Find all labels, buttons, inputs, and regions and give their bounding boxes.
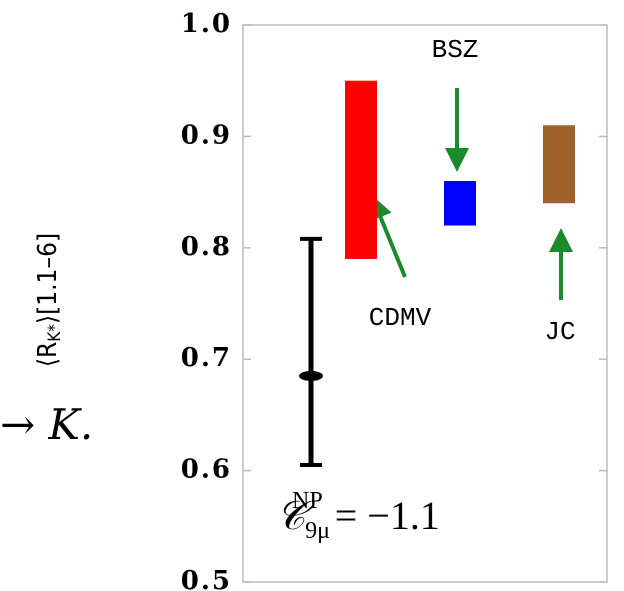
y-label-sub: K* xyxy=(45,324,65,342)
y-tick-label: 0.9 xyxy=(181,120,232,150)
annotation-rhs: = −1.1 xyxy=(335,493,440,538)
arrow xyxy=(369,194,407,278)
y-tick-label: 1.0 xyxy=(181,9,232,39)
y-label-main: ⟨R xyxy=(33,342,63,367)
range-bar xyxy=(444,180,476,226)
y-tick-label: 0.6 xyxy=(181,455,232,485)
point xyxy=(299,370,323,381)
plot-frame xyxy=(242,24,608,583)
y-axis-label: ⟨RK*⟩[1.1–6] xyxy=(33,233,66,367)
y-tick-label: 0.8 xyxy=(181,232,232,262)
category-label: JC xyxy=(544,317,575,347)
range-bar xyxy=(345,80,377,259)
y-tick-label: 0.7 xyxy=(181,343,232,373)
category-label: BSZ xyxy=(432,35,479,65)
category-label: CDMV xyxy=(369,303,432,333)
annotation-sup: NP xyxy=(292,488,323,514)
side-text: → K. xyxy=(0,400,93,449)
y-tick-label: 0.5 xyxy=(181,566,232,591)
annotation-sub: 9μ xyxy=(305,518,330,544)
annotation: 𝒞9μNP = −1.1 xyxy=(276,488,440,544)
arrows xyxy=(369,88,573,300)
y-label-tail: ⟩[1.1–6] xyxy=(33,233,63,324)
range-bar xyxy=(543,125,575,204)
